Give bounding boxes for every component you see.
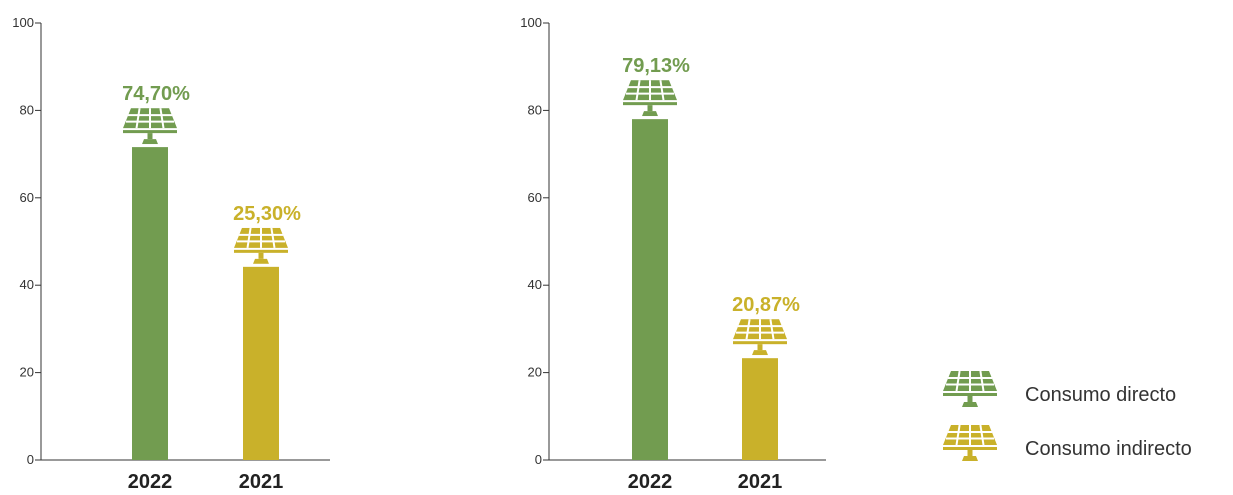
y-tick-label: 40 — [528, 277, 542, 292]
legend-label: Consumo directo — [1025, 384, 1176, 406]
solar-panel-icon — [623, 80, 677, 117]
y-tick-label: 100 — [520, 15, 542, 30]
data-label: 25,30% — [233, 203, 301, 225]
legend: Consumo directo Consumo indirecto — [943, 371, 1192, 461]
solar-panel-icon — [943, 425, 997, 461]
y-tick-label: 20 — [528, 365, 542, 380]
data-label: 79,13% — [622, 55, 690, 77]
y-tick-label: 40 — [20, 277, 34, 292]
y-tick-label: 60 — [20, 190, 34, 205]
solar-panel-icon — [943, 371, 997, 407]
bar-2021 — [243, 266, 279, 460]
y-tick-label: 0 — [535, 452, 542, 467]
y-tick-label: 80 — [528, 102, 542, 117]
y-tick-label: 80 — [20, 102, 34, 117]
data-label: 74,70% — [122, 83, 190, 105]
y-tick-label: 0 — [27, 452, 34, 467]
solar-panel-icon — [234, 227, 288, 264]
bar-2021 — [742, 358, 778, 460]
legend-item: Consumo directo — [943, 371, 1176, 407]
chart-2: 0 20 40 60 80 100 79,13% 2022 20,87% 2021 — [520, 15, 826, 493]
y-tick-label: 100 — [12, 15, 34, 30]
y-tick-label: 20 — [20, 365, 34, 380]
solar-panel-icon — [123, 108, 177, 145]
legend-item: Consumo indirecto — [943, 425, 1192, 461]
bar-2022 — [632, 119, 668, 460]
solar-panel-icon — [733, 319, 787, 356]
x-tick-label: 2022 — [628, 471, 673, 493]
x-tick-label: 2022 — [128, 471, 173, 493]
bar-2022 — [132, 147, 168, 460]
chart-1: 0 20 40 60 80 100 74,70% 2022 25,30% 2021 — [12, 15, 330, 493]
y-tick-label: 60 — [528, 190, 542, 205]
x-tick-label: 2021 — [738, 471, 783, 493]
legend-label: Consumo indirecto — [1025, 438, 1192, 460]
x-tick-label: 2021 — [239, 471, 284, 493]
data-label: 20,87% — [732, 294, 800, 316]
